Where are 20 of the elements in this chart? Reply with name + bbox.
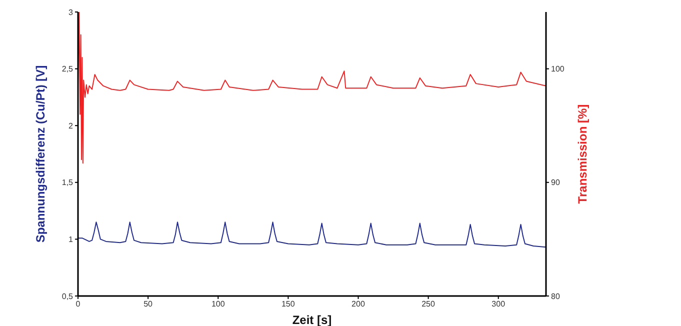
x-tick-label: 300 (492, 300, 506, 309)
y-tick-label: 0,5 (62, 292, 74, 301)
y-tick-label: 1 (68, 235, 74, 244)
x-tick-label: 150 (282, 300, 296, 309)
line-series (78, 222, 546, 248)
y2-tick-label: 80 (551, 292, 560, 301)
y-tick-label: 1,5 (62, 178, 74, 188)
y-tick-label: 2 (68, 121, 74, 130)
y2-tick-label: 100 (551, 64, 565, 74)
y2-axis-title: Transmission [%] (575, 104, 590, 204)
x-tick-label: 250 (422, 300, 436, 309)
x-tick-label: 0 (76, 300, 81, 309)
x-tick-label: 100 (211, 300, 226, 309)
x-tick-label: 50 (144, 300, 154, 309)
y-tick-label: 3 (68, 8, 74, 17)
y-tick-label: 2,5 (62, 64, 74, 74)
y-axis-title: Spannungsdifferenz (Cu/Pt) [V] (33, 65, 48, 243)
line-series (78, 12, 546, 164)
y2-tick-label: 90 (551, 178, 560, 188)
x-tick-label: 200 (352, 300, 366, 309)
